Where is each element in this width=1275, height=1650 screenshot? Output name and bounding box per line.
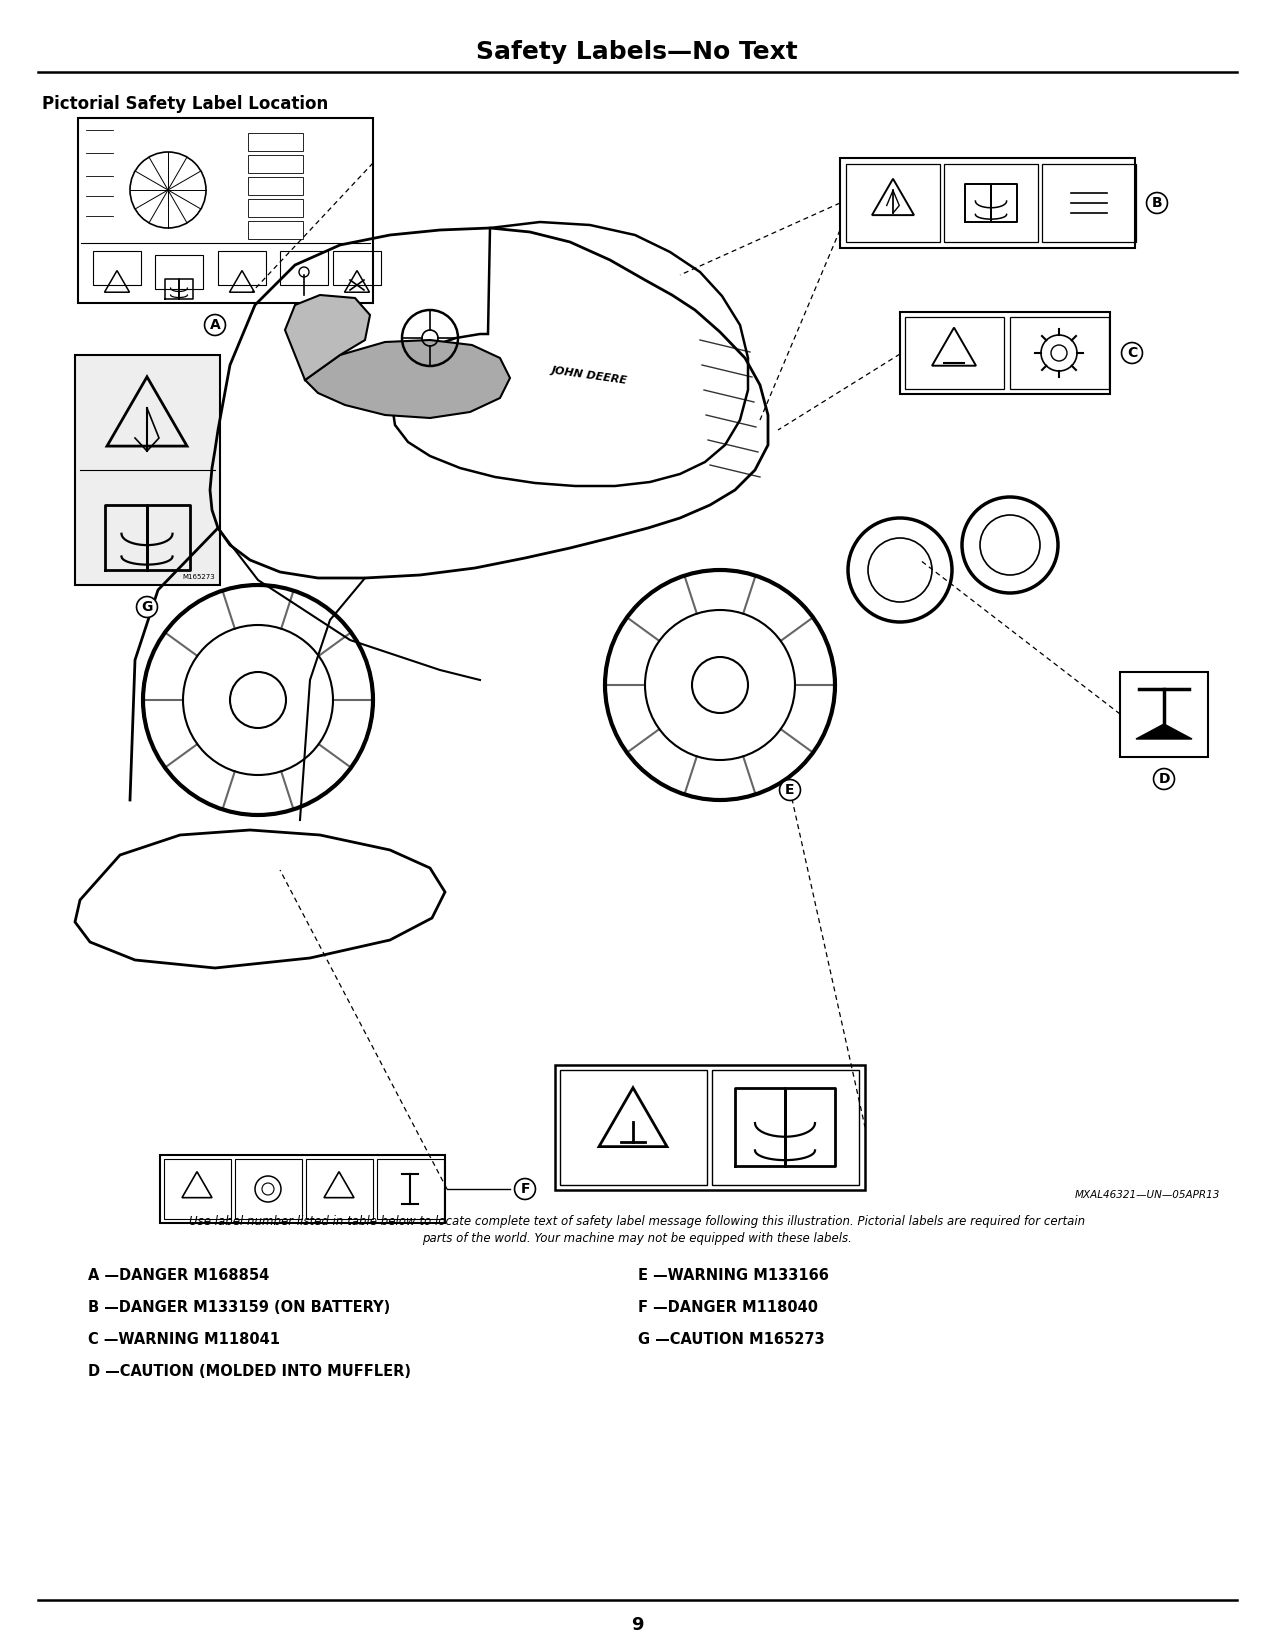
Bar xyxy=(280,251,328,285)
Text: B —DANGER M133159 (ON BATTERY): B —DANGER M133159 (ON BATTERY) xyxy=(88,1300,390,1315)
Polygon shape xyxy=(1136,724,1192,739)
Bar xyxy=(847,163,940,243)
Text: JOHN DEERE: JOHN DEERE xyxy=(551,365,629,386)
Bar xyxy=(1119,672,1207,757)
Bar xyxy=(560,1069,708,1185)
Text: C: C xyxy=(1127,346,1137,360)
Bar xyxy=(249,155,303,173)
Text: A: A xyxy=(209,318,221,332)
Bar xyxy=(944,163,1038,243)
Bar xyxy=(78,119,374,304)
Bar xyxy=(249,221,303,239)
Text: G: G xyxy=(142,601,153,614)
Text: B: B xyxy=(1151,196,1163,210)
Bar xyxy=(900,312,1111,394)
Text: C —WARNING M118041: C —WARNING M118041 xyxy=(88,1332,280,1346)
Text: 9: 9 xyxy=(631,1615,644,1634)
Text: Safety Labels—No Text: Safety Labels—No Text xyxy=(476,40,798,64)
Bar xyxy=(235,1158,302,1219)
Bar xyxy=(905,317,1003,389)
Text: M165273: M165273 xyxy=(182,574,215,581)
Text: F: F xyxy=(520,1181,529,1196)
Bar xyxy=(840,158,1135,248)
Bar xyxy=(555,1064,864,1190)
Bar xyxy=(75,355,221,586)
Bar xyxy=(306,1158,374,1219)
Text: D —CAUTION (MOLDED INTO MUFFLER): D —CAUTION (MOLDED INTO MUFFLER) xyxy=(88,1365,411,1379)
Text: Pictorial Safety Label Location: Pictorial Safety Label Location xyxy=(42,96,328,112)
Text: A —DANGER M168854: A —DANGER M168854 xyxy=(88,1267,269,1284)
Bar xyxy=(93,251,142,285)
Bar xyxy=(1042,163,1136,243)
Bar xyxy=(333,251,381,285)
Text: parts of the world. Your machine may not be equipped with these labels.: parts of the world. Your machine may not… xyxy=(422,1233,852,1246)
Text: D: D xyxy=(1158,772,1169,785)
Polygon shape xyxy=(305,340,510,417)
Text: G —CAUTION M165273: G —CAUTION M165273 xyxy=(638,1332,825,1346)
Text: E —WARNING M133166: E —WARNING M133166 xyxy=(638,1267,829,1284)
Bar xyxy=(1010,317,1109,389)
Bar xyxy=(218,251,266,285)
Bar xyxy=(249,177,303,195)
Bar xyxy=(249,200,303,218)
Text: MXAL46321—UN—05APR13: MXAL46321—UN—05APR13 xyxy=(1075,1190,1220,1200)
Bar xyxy=(711,1069,859,1185)
Text: Use label number listed in table below to locate complete text of safety label m: Use label number listed in table below t… xyxy=(189,1214,1085,1228)
Text: F —DANGER M118040: F —DANGER M118040 xyxy=(638,1300,819,1315)
Bar xyxy=(156,256,203,289)
Text: E: E xyxy=(785,784,794,797)
Bar xyxy=(249,134,303,152)
Bar xyxy=(159,1155,445,1223)
Polygon shape xyxy=(286,295,370,380)
Bar xyxy=(164,1158,231,1219)
Bar xyxy=(377,1158,444,1219)
